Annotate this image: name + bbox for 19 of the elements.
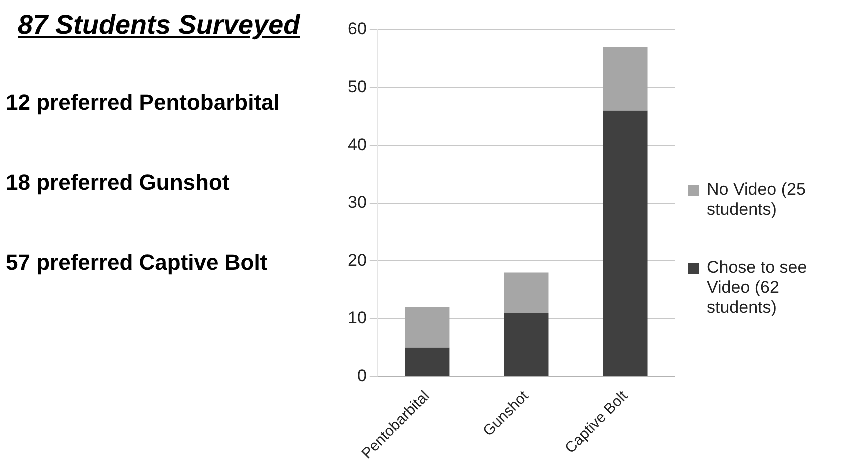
bar	[405, 348, 450, 376]
bar	[603, 110, 648, 376]
bar	[405, 307, 450, 348]
y-tick-label: 20	[348, 250, 367, 270]
bar	[603, 47, 648, 111]
y-tick-label: 40	[348, 135, 367, 154]
text: 12 preferred Pentobarbital	[6, 90, 280, 116]
text: 87 Students Surveyed	[18, 10, 300, 41]
y-tick-label: 30	[348, 193, 367, 212]
y-tick-label: 60	[348, 20, 367, 39]
y-tick-label: 0	[357, 366, 367, 386]
bar	[504, 313, 549, 376]
y-tick-label: 10	[348, 308, 367, 328]
text: 57 preferred Captive Bolt	[6, 250, 268, 276]
y-tick-label: 50	[348, 77, 367, 96]
bar	[504, 272, 549, 314]
text: 18 preferred Gunshot	[6, 170, 230, 196]
legend-label: No Video (25 students)	[707, 180, 807, 220]
legend-label: Chose to see Video (62 students)	[707, 258, 808, 318]
